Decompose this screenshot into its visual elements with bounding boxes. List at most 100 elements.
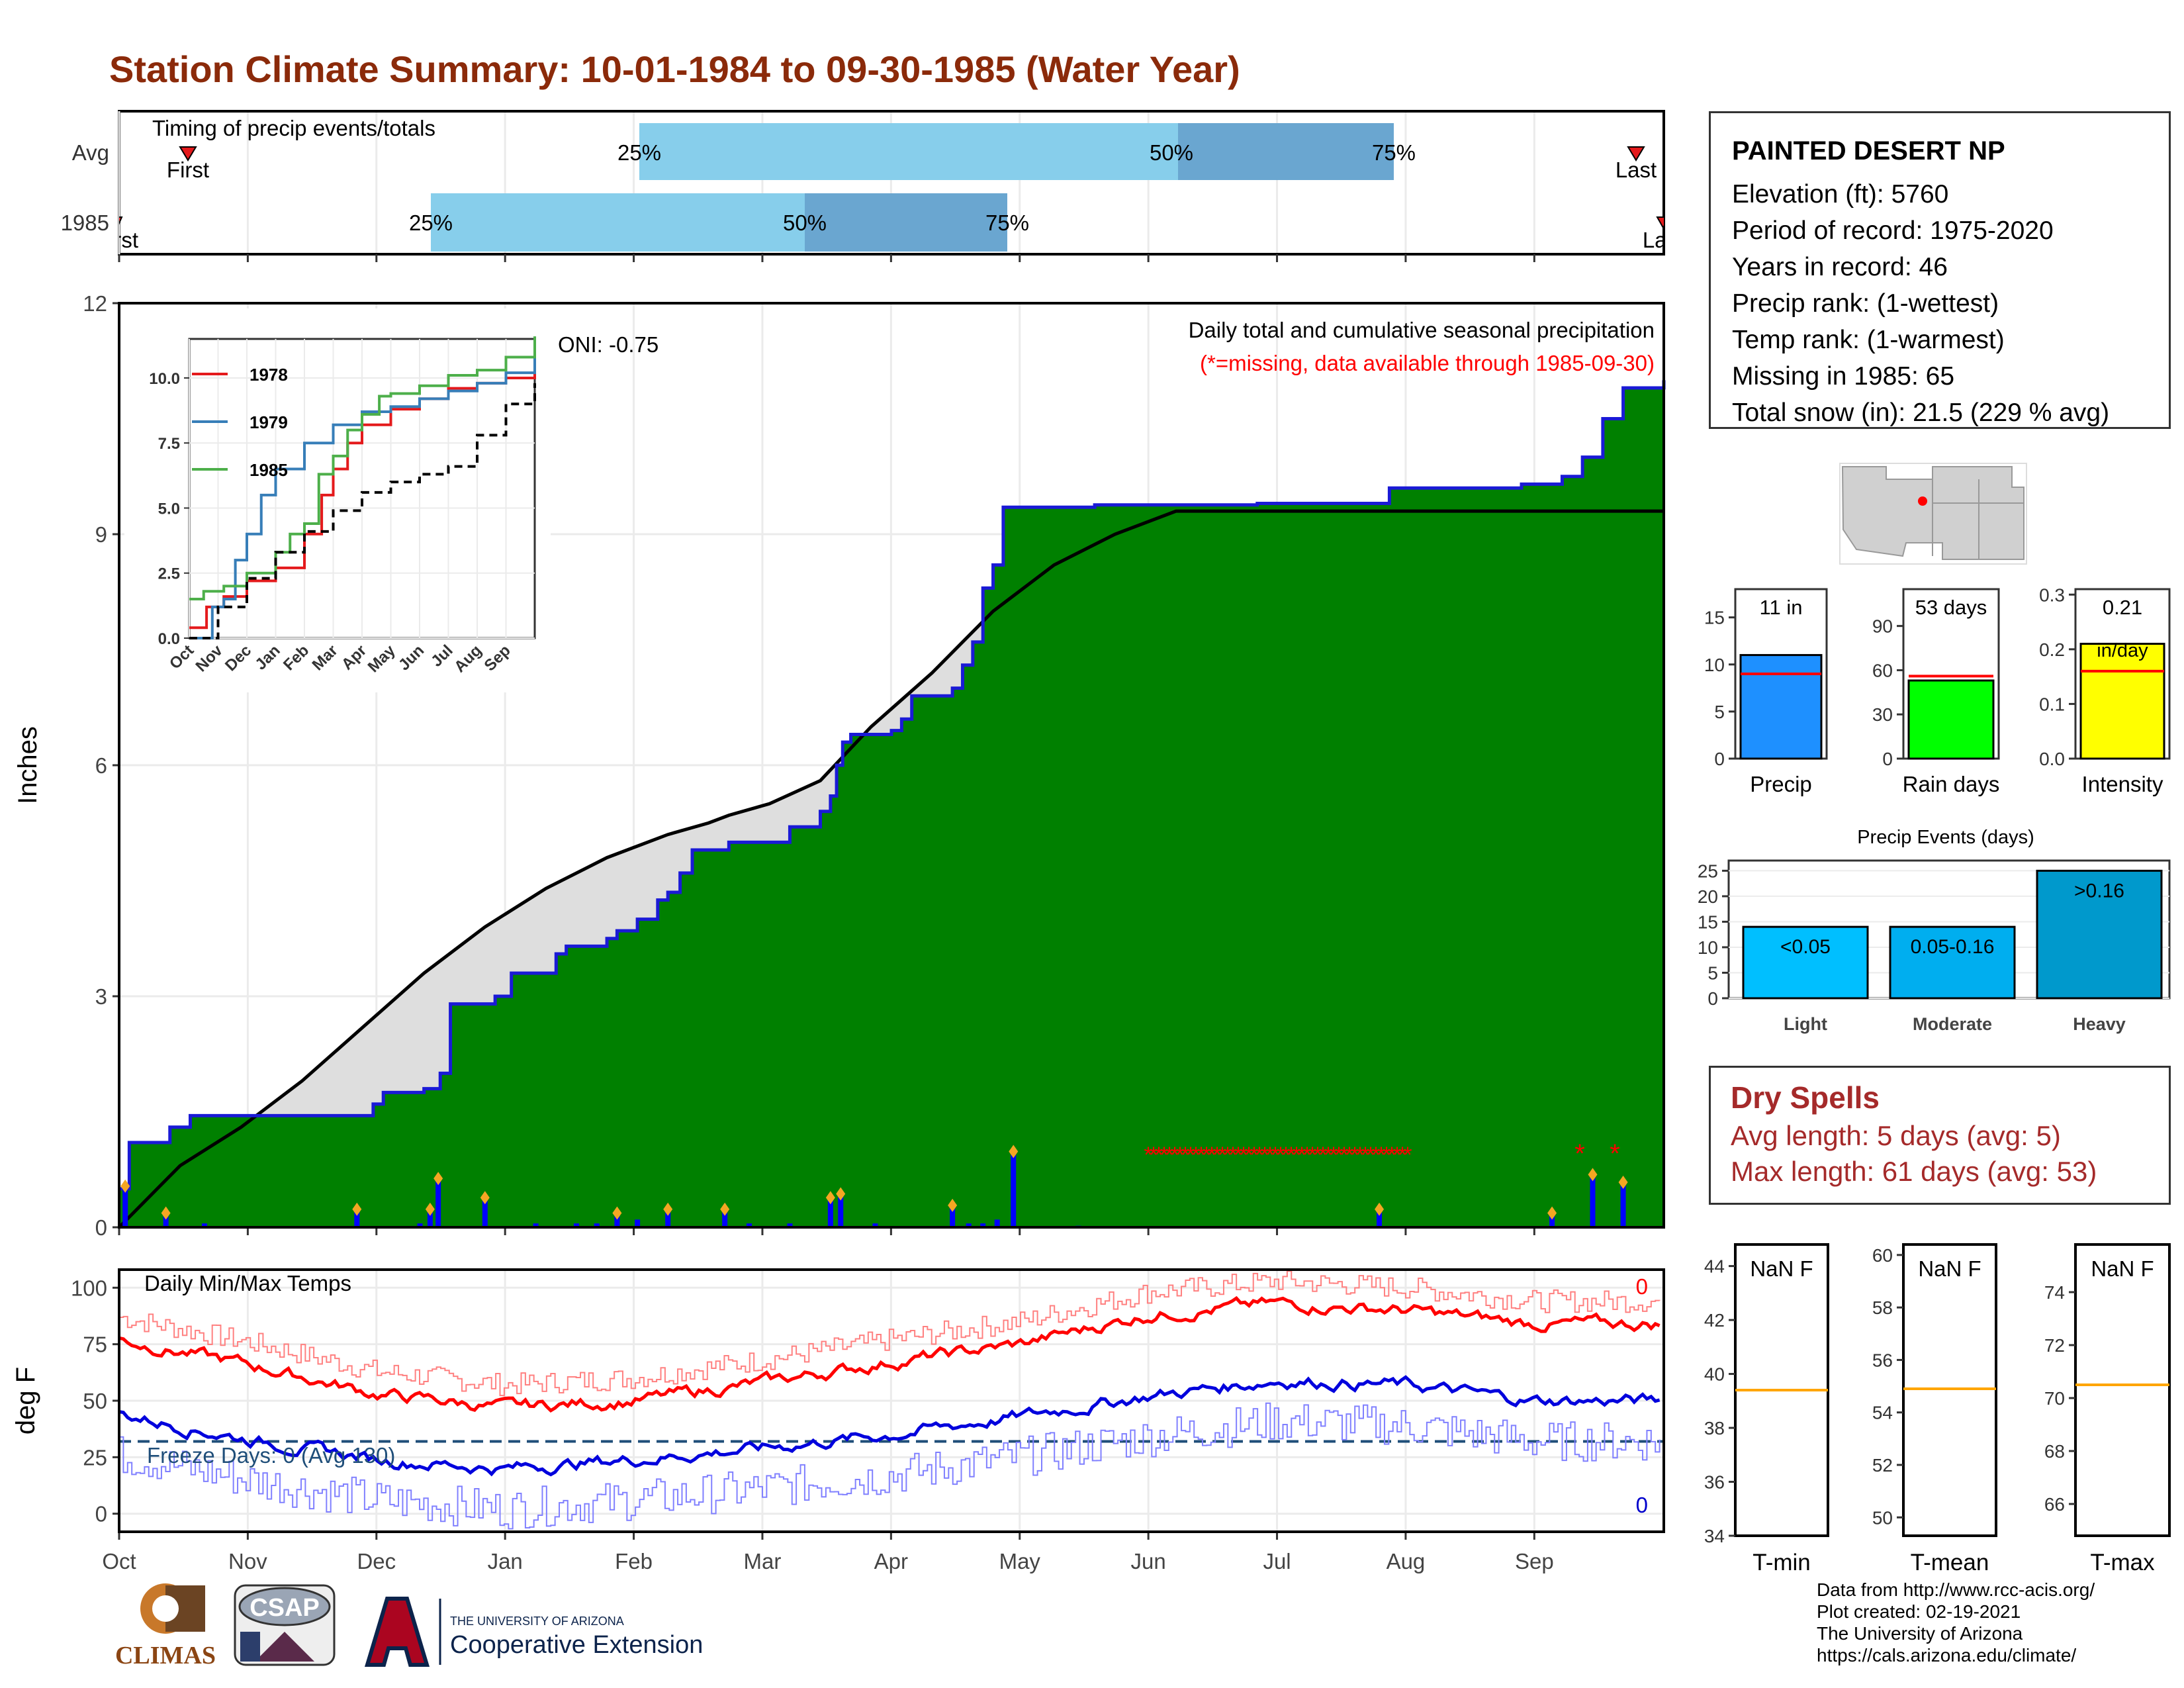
missing-day-marker: * [1239,1143,1248,1168]
year-first-marker [119,216,123,225]
missing-day-marker: * [1271,1143,1279,1168]
temp-bar-frame [2074,1243,2171,1537]
summary-xlabel: Precip [1750,772,1812,796]
events-xlabel: Light [1784,1014,1827,1034]
missing-day-marker: * [1175,1143,1184,1168]
elevation: Elevation (ft): 5760 [1732,180,1949,209]
summary-bar [1739,654,1823,760]
daily-precip-bar [722,1211,728,1227]
temp-ytick-label: 0 [95,1502,107,1526]
precip-rank: Precip rank: (1-wettest) [1732,289,1999,318]
avg-last-label: Last [1615,158,1657,182]
snow-diamond-marker [161,1206,171,1220]
daily-precip-bar [122,1188,128,1227]
missing-day-marker: * [1340,1143,1348,1168]
avg-first-marker [179,146,197,162]
station-name: PAINTED DESERT NP [1732,136,2005,165]
credit-line-url: https://cals.arizona.edu/climate/ [1817,1645,2077,1665]
temp-ytick-label: 25 [83,1445,107,1470]
csap-logo: CSAP [234,1584,336,1666]
snow-diamond-marker [1618,1176,1628,1190]
missing-day-marker: * [1610,1139,1620,1168]
missing-day-marker: * [1324,1143,1332,1168]
station-info-box: PAINTED DESERT NP Elevation (ft): 5760 P… [1709,111,2171,429]
daily-precip-bar [635,1219,641,1227]
daily-precip-bar [1620,1185,1626,1227]
temp-bar-ytick-label: 70 [2044,1388,2065,1409]
missing-day-marker: * [1403,1143,1412,1168]
missing-day-marker: * [1361,1143,1369,1168]
missing-day-marker: * [1292,1143,1300,1168]
missing-day-marker: * [1350,1143,1359,1168]
events-ytick-label: 20 [1698,886,1718,907]
excess-precip-area [119,380,1664,1228]
average-cumulative-line [118,509,1664,1229]
daily-precip-bar [872,1223,878,1227]
missing-day-marker: * [1149,1143,1158,1168]
events-bar [1889,925,2016,1000]
missing-day-marker: * [1144,1143,1152,1168]
summary-ytick-label: 0.2 [2039,639,2065,660]
summary-xlabel: Intensity [2082,772,2163,796]
events-bar-label: <0.05 [1780,936,1831,958]
inset-ytick-label: 7.5 [158,435,180,453]
month-label: Nov [228,1549,267,1573]
missing-day-marker: * [1355,1143,1364,1168]
events-ytick-label: 15 [1698,912,1718,932]
missing-day-marker: * [1218,1143,1226,1168]
inset-series-line [189,354,536,639]
timing-row-avg-label: Avg [72,140,109,165]
missing-day-marker: * [1197,1143,1205,1168]
temp-bar-ytick-label: 66 [2044,1494,2065,1515]
daily-precip-bar [747,1223,752,1227]
temp-ytick-label: 100 [71,1276,107,1300]
avg-bar-25-50 [639,123,1178,180]
missing-day-marker: * [1308,1143,1316,1168]
temp-bar-value-label: NaN F [1918,1256,1981,1281]
temp-panel: 0 25 50 75 100 deg F Daily Min/Max Temps Fre… [11,1268,1665,1533]
avg-max-temp-line [118,1295,1661,1413]
avg-50-label: 50% [1150,140,1193,165]
avg-25-label: 25% [617,140,661,165]
summary-ytick-label: 15 [1704,608,1725,628]
missing-day-marker: * [1281,1143,1290,1168]
snow-diamond-marker [825,1191,835,1205]
snow-diamond-marker [612,1206,622,1220]
inset-legend-label: 1979 [250,412,288,432]
daily-precip-bar [427,1211,433,1227]
missing-day-marker: * [1234,1143,1242,1168]
year-last-marker [1656,216,1664,230]
timing-panel: Timing of precip events/totals Avg 25% 5… [61,110,1665,256]
temp-bar-ytick-label: 38 [1704,1418,1725,1438]
daily-precip-bar [354,1211,360,1227]
month-label: Jun [1131,1549,1166,1573]
month-label: Aug [1387,1549,1426,1573]
year-50-label: 50% [783,211,827,235]
temp-ylabel: deg F [11,1367,40,1434]
csap-text: CSAP [250,1594,320,1622]
total-snow: Total snow (in): 21.5 (229 % avg) [1732,399,2110,427]
events-bar [2036,869,2163,1000]
missing-day-marker: * [1366,1143,1375,1168]
precip-ytick-label: 12 [83,291,107,316]
summary-ytick-label: 0.3 [2039,585,2065,605]
inset-legend-label: 1985 [250,460,288,480]
year-bar-50-75 [805,193,1007,252]
record-max-temp-line [119,1270,1661,1397]
temp-bar-ytick-label: 40 [1704,1364,1725,1385]
missing-day-marker: * [1228,1143,1237,1168]
climas-logo: CLIMAS [115,1583,216,1669]
daily-precip-bar [966,1223,972,1227]
missing-day-marker: * [1255,1143,1263,1168]
precip-header: Daily total and cumulative seasonal prec… [1189,318,1655,342]
snow-diamond-marker [1375,1202,1385,1216]
avg-first-label: First [167,158,209,182]
events-xlabel: Moderate [1913,1014,1992,1034]
snow-diamond-marker [663,1202,673,1216]
precip-ytick-label: 3 [95,984,107,1009]
snow-diamond-marker [425,1202,435,1216]
missing-day-marker: * [1377,1143,1385,1168]
summary-value-label: 53 days [1915,596,1987,619]
temp-bar-value-label: NaN F [1750,1256,1813,1281]
daily-precip-bar [435,1181,441,1227]
